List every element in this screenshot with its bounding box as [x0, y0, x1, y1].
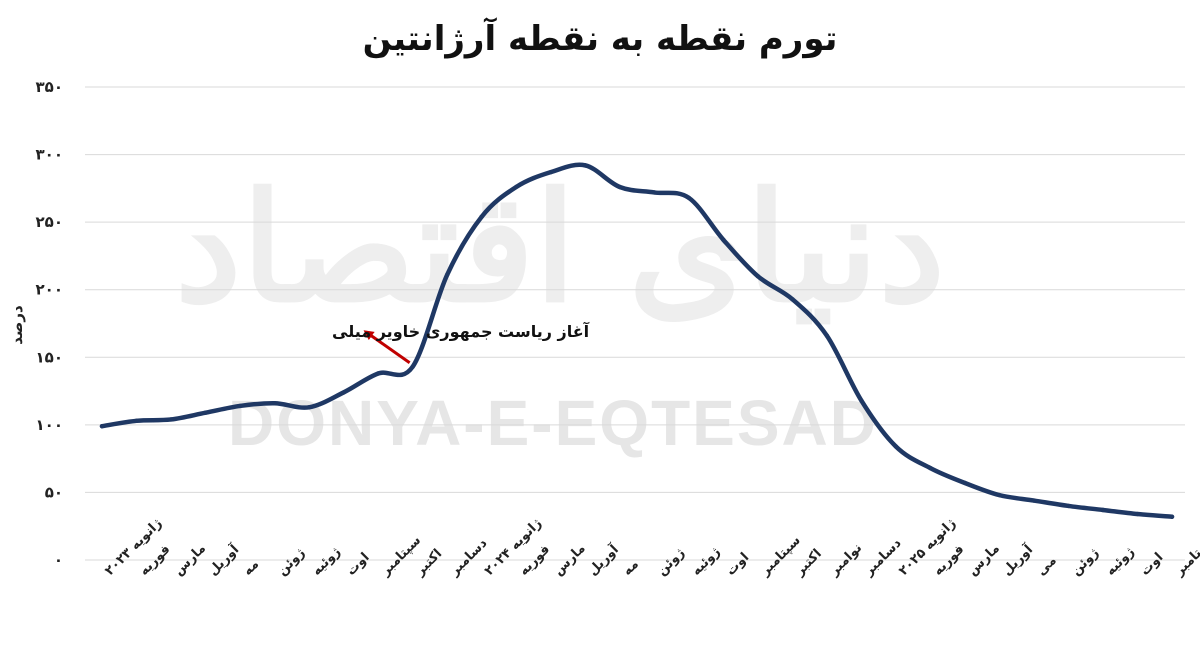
- data-point: [1066, 503, 1071, 509]
- data-point: [1135, 511, 1140, 517]
- chart-title: تورم نقطه به نقطه آرژانتین: [363, 17, 838, 59]
- data-point: [790, 296, 795, 302]
- data-point: [272, 401, 277, 406]
- series: [99, 162, 1175, 520]
- x-tick-label: ژوئیه: [689, 544, 723, 578]
- x-tick-label: ژوئیه: [309, 544, 343, 578]
- y-axis: ۰ ۵۰ ۱۰۰ ۱۵۰ ۲۰۰ ۲۵۰ ۳۰۰ ۳۵۰: [36, 78, 63, 569]
- inflation-line: [99, 162, 1175, 520]
- x-tick-label: می: [1034, 553, 1060, 579]
- y-tick-label: ۲۰۰: [36, 281, 63, 299]
- y-tick-label: ۰: [54, 551, 63, 569]
- x-tick-label: اوت: [1138, 550, 1167, 579]
- data-point: [1100, 507, 1106, 513]
- annotation-text: آغاز ریاست جمهوری خاویر میلی: [332, 321, 590, 341]
- data-point: [479, 214, 484, 219]
- y-tick-label: ۱۵۰: [36, 348, 63, 366]
- x-tick-label: ژوئن: [654, 545, 687, 578]
- x-tick-label: ژوئن: [275, 545, 308, 578]
- y-tick-label: ۳۰۰: [36, 146, 63, 164]
- x-tick-label: اوت: [344, 550, 373, 579]
- data-point: [99, 424, 105, 429]
- data-point: [203, 410, 208, 415]
- data-point: [583, 163, 588, 168]
- data-point: [306, 405, 312, 410]
- gridlines: [85, 86, 1185, 561]
- x-tick-label: ژوئن: [1069, 545, 1102, 578]
- watermark-latin: DONYA-E-EQTESAD: [228, 387, 878, 459]
- y-tick-label: ۳۵۰: [36, 78, 63, 96]
- y-axis-label: درصد: [8, 305, 26, 345]
- data-point: [1169, 514, 1175, 519]
- data-point: [721, 237, 726, 242]
- data-point: [962, 480, 968, 486]
- x-tick-label: دسامبر: [447, 536, 491, 580]
- data-point: [652, 190, 657, 195]
- data-point: [410, 364, 415, 369]
- data-point: [617, 184, 622, 190]
- data-point: [341, 390, 346, 395]
- y-tick-label: ۱۰۰: [36, 416, 63, 434]
- data-point: [997, 492, 1002, 498]
- data-point: [375, 371, 381, 376]
- annotation-arrow: [363, 330, 411, 364]
- data-point: [513, 184, 519, 190]
- watermark-persian: دنیای اقتصاد: [175, 160, 945, 336]
- data-point: [168, 417, 174, 422]
- x-tick-label: ژوئیه: [1103, 544, 1137, 578]
- x-tick-label: اکتبر: [412, 547, 445, 580]
- x-tick-label: اوت: [724, 550, 753, 579]
- y-tick-label: ۵۰: [45, 483, 63, 501]
- x-tick-label: سپتامبر: [1172, 533, 1200, 579]
- x-tick-label: اکتبر: [792, 547, 825, 580]
- data-point: [1031, 498, 1037, 503]
- y-tick-label: ۲۵۰: [36, 213, 63, 231]
- x-tick-label: دسامبر: [861, 536, 905, 580]
- data-point: [686, 195, 691, 201]
- data-point: [928, 465, 933, 471]
- watermark: دنیای اقتصاد DONYA-E-EQTESAD: [175, 160, 945, 459]
- data-point: [893, 444, 899, 449]
- data-point: [444, 272, 450, 278]
- data-point: [824, 333, 830, 338]
- data-point: [548, 169, 553, 175]
- data-point: [755, 274, 761, 279]
- data-point: [859, 398, 864, 403]
- annotation: آغاز ریاست جمهوری خاویر میلی: [332, 321, 590, 364]
- data-point: [134, 418, 139, 424]
- data-point: [237, 403, 243, 409]
